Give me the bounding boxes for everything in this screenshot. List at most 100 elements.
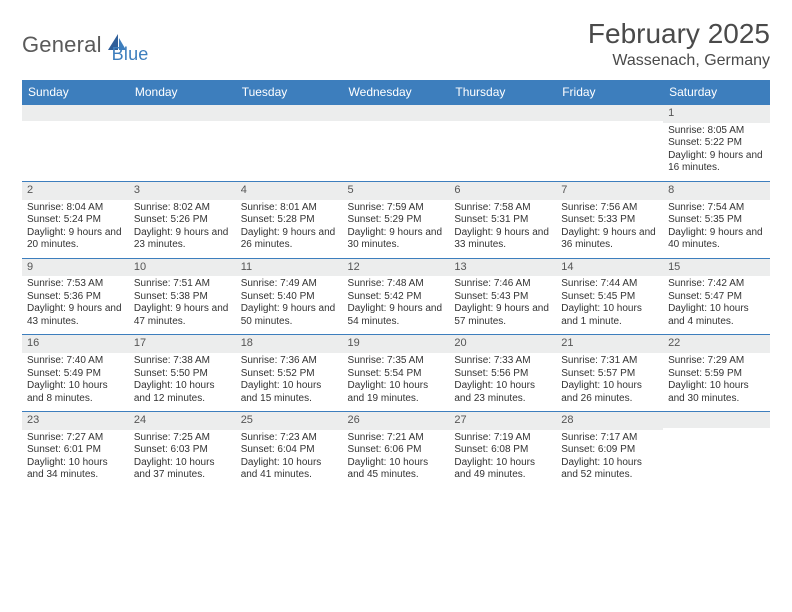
sunset-text: Sunset: 5:36 PM [27,291,124,304]
sunrise-text: Sunrise: 8:01 AM [241,202,338,215]
sunrise-text: Sunrise: 7:23 AM [241,432,338,445]
sunset-text: Sunset: 5:59 PM [668,368,765,381]
day-details: Sunrise: 7:54 AMSunset: 5:35 PMDaylight:… [663,200,770,258]
day-cell [556,105,663,182]
day-number: 6 [449,182,556,200]
sunset-text: Sunset: 5:57 PM [561,368,658,381]
sunset-text: Sunset: 6:08 PM [454,444,551,457]
sunrise-text: Sunrise: 7:33 AM [454,355,551,368]
day-number: 2 [22,182,129,200]
daylight-text: Daylight: 9 hours and 20 minutes. [27,227,124,252]
daylight-text: Daylight: 10 hours and 41 minutes. [241,457,338,482]
day-cell: 23Sunrise: 7:27 AMSunset: 6:01 PMDayligh… [22,412,129,488]
day-cell: 2Sunrise: 8:04 AMSunset: 5:24 PMDaylight… [22,181,129,258]
header: General Blue February 2025 Wassenach, Ge… [22,18,770,70]
sunrise-text: Sunrise: 7:40 AM [27,355,124,368]
day-cell: 22Sunrise: 7:29 AMSunset: 5:59 PMDayligh… [663,335,770,412]
day-details: Sunrise: 7:27 AMSunset: 6:01 PMDaylight:… [22,430,129,488]
day-cell: 12Sunrise: 7:48 AMSunset: 5:42 PMDayligh… [343,258,450,335]
sunset-text: Sunset: 5:43 PM [454,291,551,304]
week-row: 9Sunrise: 7:53 AMSunset: 5:36 PMDaylight… [22,258,770,335]
sunset-text: Sunset: 5:40 PM [241,291,338,304]
daylight-text: Daylight: 10 hours and 4 minutes. [668,303,765,328]
brand-name-1: General [22,32,102,58]
day-cell: 7Sunrise: 7:56 AMSunset: 5:33 PMDaylight… [556,181,663,258]
day-details: Sunrise: 7:51 AMSunset: 5:38 PMDaylight:… [129,276,236,334]
day-number [556,105,663,121]
day-cell: 9Sunrise: 7:53 AMSunset: 5:36 PMDaylight… [22,258,129,335]
dow-monday: Monday [129,80,236,105]
sunset-text: Sunset: 6:09 PM [561,444,658,457]
daylight-text: Daylight: 10 hours and 52 minutes. [561,457,658,482]
sunrise-text: Sunrise: 7:31 AM [561,355,658,368]
day-details: Sunrise: 7:35 AMSunset: 5:54 PMDaylight:… [343,353,450,411]
location: Wassenach, Germany [588,52,770,70]
daylight-text: Daylight: 10 hours and 37 minutes. [134,457,231,482]
day-number: 27 [449,412,556,430]
daylight-text: Daylight: 9 hours and 40 minutes. [668,227,765,252]
day-details: Sunrise: 7:46 AMSunset: 5:43 PMDaylight:… [449,276,556,334]
daylight-text: Daylight: 9 hours and 43 minutes. [27,303,124,328]
brand-logo: General Blue [22,24,149,65]
sunrise-text: Sunrise: 8:02 AM [134,202,231,215]
week-row: 2Sunrise: 8:04 AMSunset: 5:24 PMDaylight… [22,181,770,258]
day-cell: 6Sunrise: 7:58 AMSunset: 5:31 PMDaylight… [449,181,556,258]
day-details: Sunrise: 7:36 AMSunset: 5:52 PMDaylight:… [236,353,343,411]
day-details: Sunrise: 7:21 AMSunset: 6:06 PMDaylight:… [343,430,450,488]
dow-header-row: Sunday Monday Tuesday Wednesday Thursday… [22,80,770,105]
day-details: Sunrise: 8:02 AMSunset: 5:26 PMDaylight:… [129,200,236,258]
day-number: 17 [129,335,236,353]
sunrise-text: Sunrise: 7:35 AM [348,355,445,368]
sunset-text: Sunset: 5:31 PM [454,214,551,227]
sunset-text: Sunset: 6:01 PM [27,444,124,457]
day-number: 18 [236,335,343,353]
day-cell: 11Sunrise: 7:49 AMSunset: 5:40 PMDayligh… [236,258,343,335]
day-details: Sunrise: 8:05 AMSunset: 5:22 PMDaylight:… [663,123,770,181]
day-number [449,105,556,121]
sunrise-text: Sunrise: 7:46 AM [454,278,551,291]
day-cell: 5Sunrise: 7:59 AMSunset: 5:29 PMDaylight… [343,181,450,258]
daylight-text: Daylight: 9 hours and 26 minutes. [241,227,338,252]
day-cell [236,105,343,182]
sunset-text: Sunset: 5:35 PM [668,214,765,227]
day-number: 1 [663,105,770,123]
day-details: Sunrise: 7:17 AMSunset: 6:09 PMDaylight:… [556,430,663,488]
dow-sunday: Sunday [22,80,129,105]
sunset-text: Sunset: 5:52 PM [241,368,338,381]
day-cell: 27Sunrise: 7:19 AMSunset: 6:08 PMDayligh… [449,412,556,488]
day-number: 15 [663,259,770,277]
day-details: Sunrise: 7:25 AMSunset: 6:03 PMDaylight:… [129,430,236,488]
day-details: Sunrise: 7:44 AMSunset: 5:45 PMDaylight:… [556,276,663,334]
daylight-text: Daylight: 10 hours and 23 minutes. [454,380,551,405]
day-number [663,412,770,428]
day-number: 12 [343,259,450,277]
sunrise-text: Sunrise: 7:25 AM [134,432,231,445]
sunset-text: Sunset: 5:28 PM [241,214,338,227]
sunrise-text: Sunrise: 7:48 AM [348,278,445,291]
daylight-text: Daylight: 10 hours and 34 minutes. [27,457,124,482]
day-number: 23 [22,412,129,430]
daylight-text: Daylight: 10 hours and 15 minutes. [241,380,338,405]
dow-saturday: Saturday [663,80,770,105]
sunrise-text: Sunrise: 7:29 AM [668,355,765,368]
sunset-text: Sunset: 5:47 PM [668,291,765,304]
daylight-text: Daylight: 9 hours and 30 minutes. [348,227,445,252]
sunset-text: Sunset: 5:50 PM [134,368,231,381]
sunrise-text: Sunrise: 7:38 AM [134,355,231,368]
sunrise-text: Sunrise: 7:56 AM [561,202,658,215]
day-number [236,105,343,121]
day-cell: 16Sunrise: 7:40 AMSunset: 5:49 PMDayligh… [22,335,129,412]
day-details: Sunrise: 7:23 AMSunset: 6:04 PMDaylight:… [236,430,343,488]
daylight-text: Daylight: 10 hours and 49 minutes. [454,457,551,482]
daylight-text: Daylight: 9 hours and 47 minutes. [134,303,231,328]
day-cell: 15Sunrise: 7:42 AMSunset: 5:47 PMDayligh… [663,258,770,335]
sunrise-text: Sunrise: 7:51 AM [134,278,231,291]
day-number: 19 [343,335,450,353]
day-number: 22 [663,335,770,353]
day-number: 21 [556,335,663,353]
sunrise-text: Sunrise: 8:05 AM [668,125,765,138]
sunrise-text: Sunrise: 7:59 AM [348,202,445,215]
daylight-text: Daylight: 9 hours and 16 minutes. [668,150,765,175]
day-cell: 8Sunrise: 7:54 AMSunset: 5:35 PMDaylight… [663,181,770,258]
daylight-text: Daylight: 9 hours and 33 minutes. [454,227,551,252]
